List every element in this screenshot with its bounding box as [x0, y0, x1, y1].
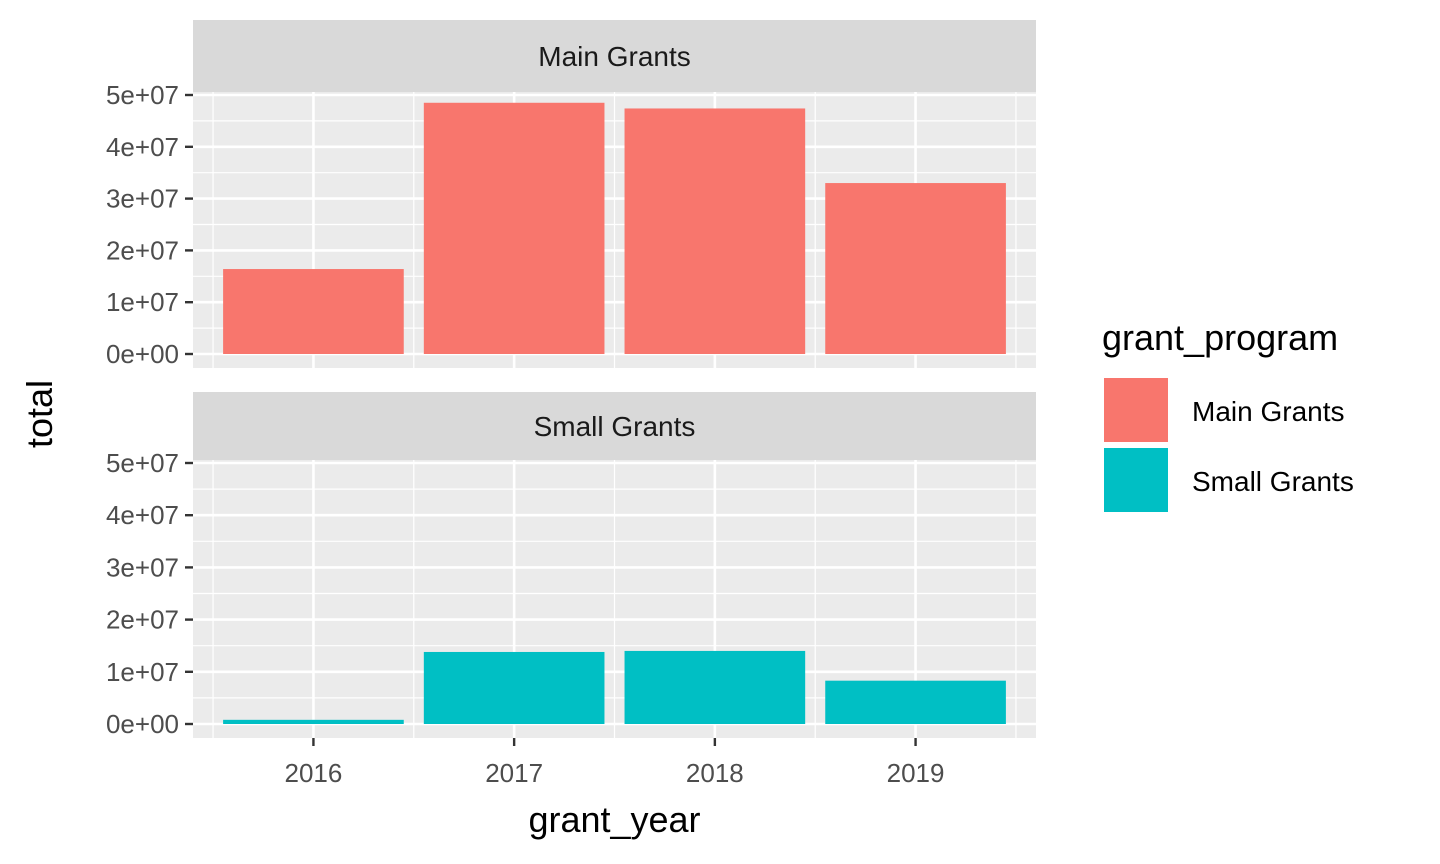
bar-main-grants-2019	[825, 183, 1006, 354]
y-tick-label: 3e+07	[106, 552, 179, 582]
facet-strip-label: Small Grants	[534, 411, 696, 442]
y-tick-label: 5e+07	[106, 80, 179, 110]
legend-label: Small Grants	[1192, 466, 1354, 497]
bar-small-grants-2018	[624, 650, 806, 724]
y-tick-label: 5e+07	[106, 448, 179, 478]
y-tick-label: 2e+07	[106, 235, 179, 265]
y-tick-label: 3e+07	[106, 184, 179, 214]
legend-label: Main Grants	[1192, 396, 1345, 427]
x-axis-title: grant_year	[528, 799, 700, 840]
bar-small-grants-2017	[423, 651, 605, 724]
bar-main-grants-2018	[624, 108, 806, 354]
x-tick-label: 2017	[485, 758, 543, 788]
legend-title: grant_program	[1102, 317, 1338, 358]
x-tick-label: 2016	[285, 758, 343, 788]
bar-main-grants-2017	[423, 102, 605, 355]
y-tick-label: 0e+00	[106, 709, 179, 739]
y-tick-label: 1e+07	[106, 287, 179, 317]
x-tick-label: 2018	[686, 758, 744, 788]
facet-strip	[193, 20, 1036, 92]
legend-key-main-grants	[1104, 378, 1168, 442]
facet-strip-label: Main Grants	[538, 41, 691, 72]
legend-key-small-grants	[1104, 448, 1168, 512]
y-tick-label: 2e+07	[106, 605, 179, 635]
facet-strip	[193, 392, 1036, 460]
y-tick-label: 4e+07	[106, 500, 179, 530]
bar-main-grants-2016	[223, 269, 404, 354]
y-tick-label: 0e+00	[106, 339, 179, 369]
y-axis-title: total	[19, 380, 60, 448]
bar-small-grants-2019	[825, 680, 1006, 724]
bar-small-grants-2016	[223, 719, 404, 724]
y-tick-label: 1e+07	[106, 657, 179, 687]
y-tick-label: 4e+07	[106, 132, 179, 162]
x-tick-label: 2019	[887, 758, 945, 788]
